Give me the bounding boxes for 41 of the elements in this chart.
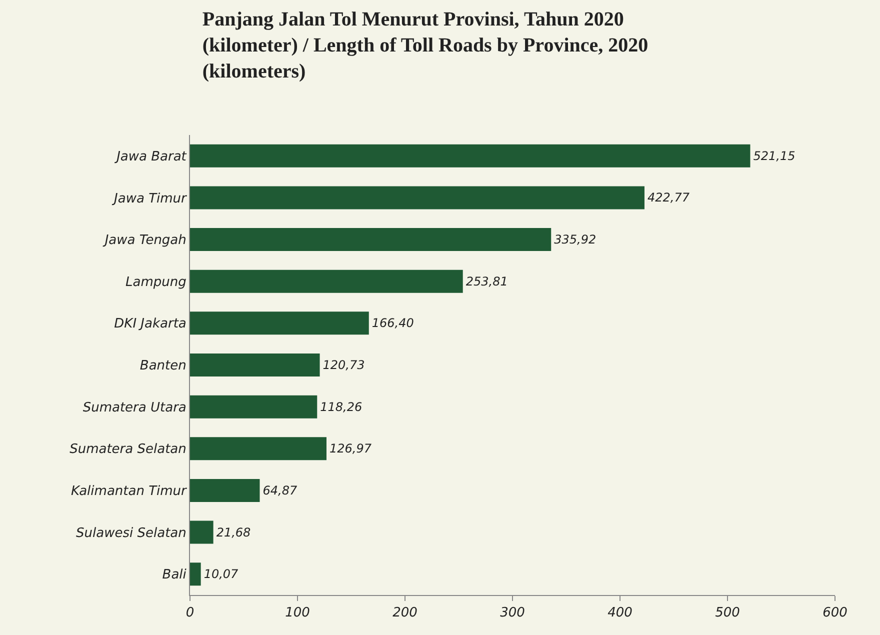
- y-tick-label: Sumatera Selatan: [70, 442, 186, 458]
- bar: [190, 395, 318, 418]
- bar: [190, 144, 750, 168]
- x-tick-label: 0: [186, 606, 194, 621]
- y-tick-label: Banten: [140, 358, 186, 374]
- x-tick-label: 100: [285, 606, 310, 621]
- y-tick-label: Bali: [162, 568, 187, 583]
- data-label: 21,68: [216, 525, 252, 540]
- data-label: 422,77: [647, 190, 690, 205]
- bar: [190, 354, 320, 376]
- x-tick-label: 400: [608, 606, 632, 621]
- data-label: 118,26: [320, 400, 362, 414]
- bar: [190, 478, 260, 502]
- y-tick-label: Jawa Barat: [114, 149, 188, 164]
- bar: [190, 186, 644, 210]
- y-tick-label: DKI Jakarta: [114, 316, 186, 332]
- data-label: 166,40: [372, 316, 414, 330]
- y-tick-label: Sulawesi Selatan: [76, 526, 186, 541]
- data-label: 521,15: [753, 148, 796, 163]
- bar: [190, 312, 369, 335]
- data-label: 253,81: [466, 274, 508, 288]
- bar: [190, 437, 326, 460]
- y-tick-label: Lampung: [126, 274, 186, 290]
- y-tick-label: Jawa Timur: [111, 191, 188, 206]
- x-tick-label: 200: [392, 606, 418, 621]
- data-label: 120,73: [322, 358, 365, 372]
- x-tick-label: 300: [500, 606, 525, 621]
- chart-title: Panjang Jalan Tol Menurut Provinsi, Tahun 2020 (kilometer) / Length of Toll Roads by Province, 2020 (kilometers): [202, 8, 648, 82]
- data-label: 64,87: [262, 483, 298, 498]
- x-tick-label: 500: [715, 606, 740, 621]
- y-tick-label: Jawa Tengah: [102, 233, 186, 248]
- data-label: 126,97: [329, 442, 372, 456]
- bar: [190, 228, 552, 252]
- data-label: 335,92: [554, 232, 596, 247]
- bar: [190, 270, 463, 293]
- y-tick-label: Kalimantan Timur: [71, 484, 188, 499]
- y-tick-label: Sumatera Utara: [82, 400, 186, 416]
- bar: [190, 520, 214, 544]
- x-tick-label: 600: [822, 606, 848, 621]
- data-label: 10,07: [204, 567, 239, 582]
- bar: [190, 562, 201, 586]
